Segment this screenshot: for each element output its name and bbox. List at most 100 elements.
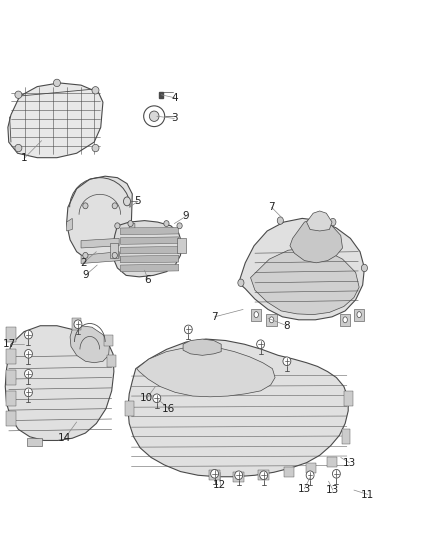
Text: 2: 2 — [80, 258, 87, 268]
Polygon shape — [209, 470, 220, 480]
Ellipse shape — [164, 221, 169, 227]
Ellipse shape — [361, 264, 367, 272]
Polygon shape — [342, 430, 350, 444]
Ellipse shape — [211, 470, 219, 478]
Ellipse shape — [25, 388, 32, 397]
Ellipse shape — [343, 317, 347, 323]
Polygon shape — [6, 391, 16, 406]
Polygon shape — [290, 217, 343, 263]
Text: 9: 9 — [183, 211, 190, 221]
Ellipse shape — [332, 470, 340, 478]
Polygon shape — [306, 463, 316, 473]
Ellipse shape — [83, 203, 88, 209]
Text: 7: 7 — [268, 203, 275, 212]
Text: 13: 13 — [326, 485, 339, 495]
Ellipse shape — [177, 223, 182, 229]
Ellipse shape — [128, 221, 133, 227]
Ellipse shape — [257, 340, 265, 349]
Polygon shape — [6, 370, 16, 385]
Polygon shape — [120, 255, 179, 263]
Polygon shape — [81, 252, 120, 263]
Polygon shape — [354, 309, 364, 320]
Ellipse shape — [112, 253, 117, 259]
Text: 6: 6 — [145, 275, 152, 285]
Ellipse shape — [238, 279, 244, 287]
Polygon shape — [5, 326, 114, 440]
Polygon shape — [266, 314, 277, 326]
Polygon shape — [129, 222, 135, 231]
Polygon shape — [125, 401, 134, 416]
Polygon shape — [72, 318, 81, 330]
Polygon shape — [120, 227, 179, 235]
Polygon shape — [340, 314, 350, 326]
Polygon shape — [120, 264, 179, 272]
Polygon shape — [113, 221, 182, 277]
Ellipse shape — [144, 106, 165, 127]
Ellipse shape — [53, 79, 60, 86]
Text: 3: 3 — [171, 114, 178, 124]
Text: 10: 10 — [140, 393, 153, 403]
Text: 4: 4 — [171, 93, 178, 103]
Polygon shape — [344, 391, 353, 406]
Ellipse shape — [184, 325, 192, 334]
Polygon shape — [107, 356, 116, 367]
Polygon shape — [183, 339, 221, 356]
Ellipse shape — [112, 203, 117, 209]
Ellipse shape — [15, 144, 22, 152]
Polygon shape — [81, 238, 119, 248]
Text: 7: 7 — [211, 312, 218, 322]
Polygon shape — [327, 457, 337, 467]
Text: 13: 13 — [298, 483, 311, 494]
Polygon shape — [251, 309, 261, 320]
Polygon shape — [251, 248, 359, 314]
Ellipse shape — [25, 350, 32, 358]
Polygon shape — [137, 346, 275, 397]
Ellipse shape — [306, 471, 314, 480]
Ellipse shape — [92, 144, 99, 152]
Polygon shape — [120, 246, 179, 254]
Ellipse shape — [357, 312, 361, 318]
Text: 1: 1 — [21, 154, 28, 164]
Polygon shape — [110, 243, 118, 257]
Ellipse shape — [74, 320, 82, 328]
Ellipse shape — [269, 317, 274, 323]
Text: 8: 8 — [283, 321, 290, 330]
Text: 9: 9 — [82, 270, 89, 280]
Polygon shape — [104, 335, 113, 346]
Polygon shape — [258, 470, 269, 480]
Polygon shape — [233, 472, 244, 482]
Polygon shape — [6, 411, 16, 426]
Polygon shape — [120, 237, 179, 244]
Text: 14: 14 — [58, 433, 71, 443]
Text: 5: 5 — [134, 196, 141, 206]
Polygon shape — [6, 350, 16, 364]
Polygon shape — [307, 211, 332, 231]
Ellipse shape — [330, 219, 336, 226]
Polygon shape — [6, 327, 16, 342]
Polygon shape — [177, 238, 186, 253]
Polygon shape — [70, 326, 110, 363]
Text: 13: 13 — [343, 458, 356, 467]
Ellipse shape — [124, 197, 131, 206]
Ellipse shape — [25, 369, 32, 378]
Ellipse shape — [153, 394, 161, 402]
Ellipse shape — [92, 86, 99, 94]
Text: 11: 11 — [361, 489, 374, 499]
Text: 16: 16 — [162, 403, 175, 414]
Bar — [159, 92, 163, 98]
Ellipse shape — [115, 223, 120, 229]
Polygon shape — [284, 467, 294, 478]
Polygon shape — [27, 438, 42, 446]
Text: 17: 17 — [3, 339, 16, 349]
Polygon shape — [239, 219, 364, 320]
Ellipse shape — [15, 91, 22, 99]
Ellipse shape — [254, 312, 258, 318]
Ellipse shape — [283, 357, 291, 366]
Ellipse shape — [149, 111, 159, 122]
Polygon shape — [8, 83, 103, 158]
Polygon shape — [67, 219, 72, 231]
Ellipse shape — [83, 253, 88, 259]
Text: 12: 12 — [213, 480, 226, 490]
Polygon shape — [67, 176, 132, 261]
Ellipse shape — [277, 217, 283, 224]
